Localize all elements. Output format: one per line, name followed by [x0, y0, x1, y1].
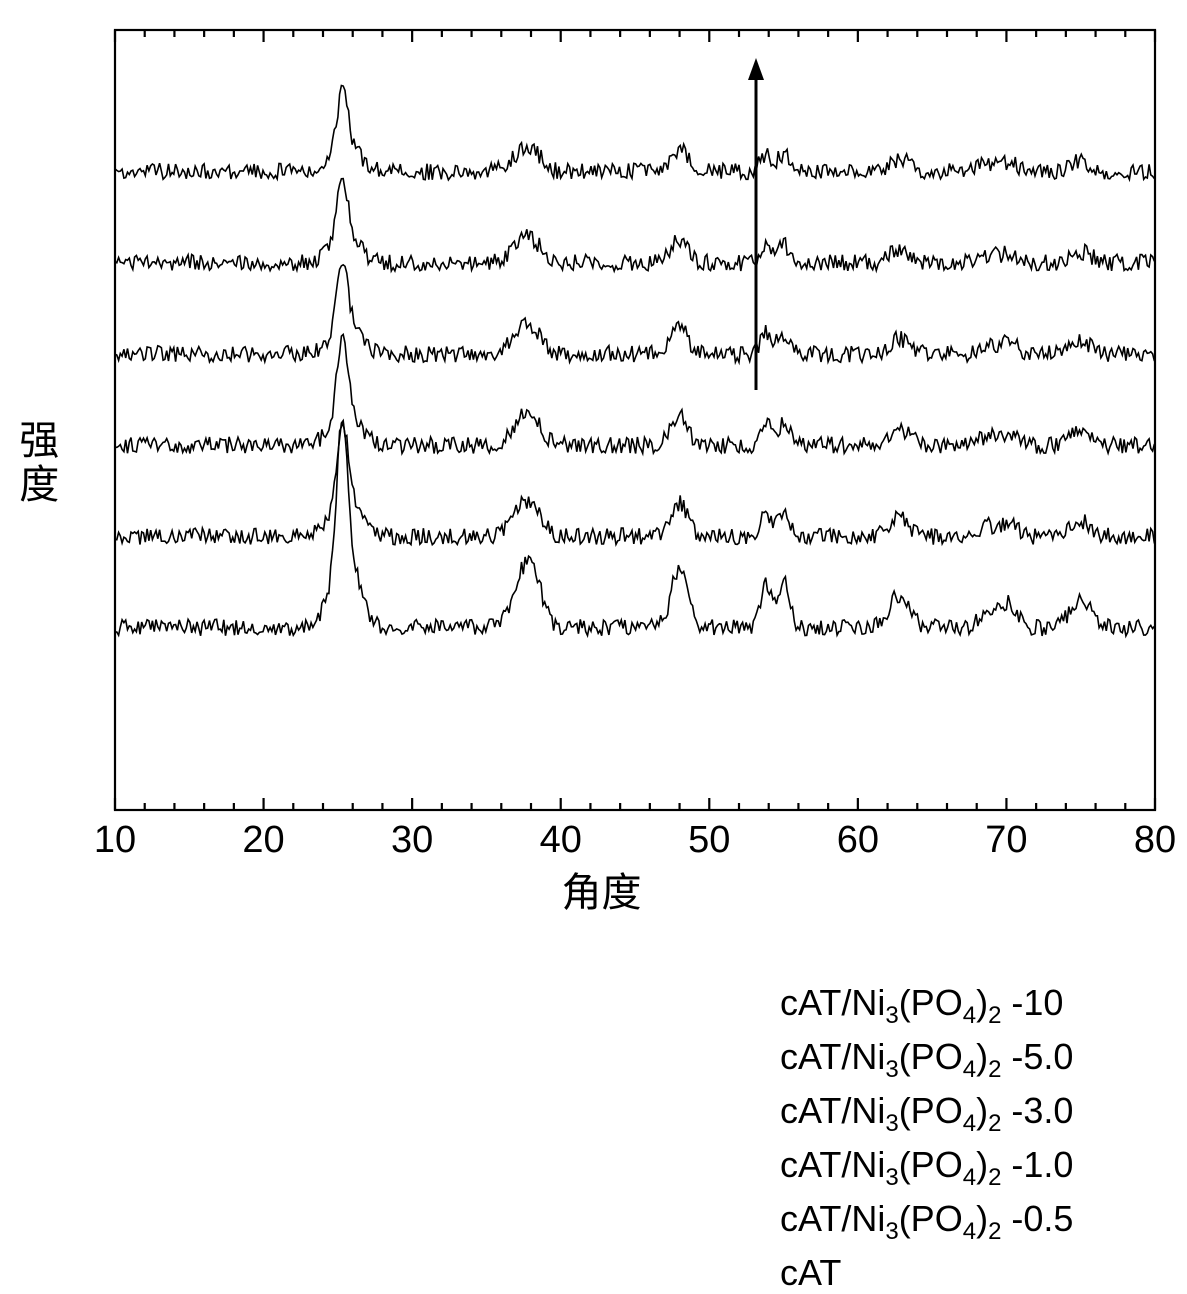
- x-tick-label: 80: [1134, 819, 1176, 861]
- x-tick-label: 60: [837, 819, 879, 861]
- legend-entry: cAT: [780, 1252, 841, 1294]
- legend-entry: cAT/Ni3(PO4)2 -10: [780, 982, 1063, 1024]
- x-tick-label: 20: [242, 819, 284, 861]
- xrd-trace: [115, 423, 1154, 636]
- legend-entry: cAT/Ni3(PO4)2 -3.0: [780, 1090, 1073, 1132]
- x-tick-label: 70: [985, 819, 1027, 861]
- legend-arrow-icon: [748, 58, 764, 80]
- xrd-trace: [115, 179, 1154, 272]
- legend-entry: cAT/Ni3(PO4)2 -0.5: [780, 1198, 1073, 1240]
- xrd-trace: [115, 86, 1154, 180]
- x-tick-label: 50: [688, 819, 730, 861]
- xrd-trace: [115, 421, 1154, 545]
- xrd-trace: [115, 265, 1154, 362]
- y-axis-label: 强度: [6, 419, 64, 507]
- x-tick-label: 10: [94, 819, 136, 861]
- legend-entry: cAT/Ni3(PO4)2 -1.0: [780, 1144, 1073, 1186]
- legend-entry: cAT/Ni3(PO4)2 -5.0: [780, 1036, 1073, 1078]
- x-tick-label: 30: [391, 819, 433, 861]
- xrd-chart: 强度 角度 1020304050607080 cAT/Ni3(PO4)2 -10…: [0, 0, 1187, 926]
- plot-svg: 10 20 30 40 50 60 70 80: [0, 0, 1187, 926]
- x-tick-label: 40: [540, 819, 582, 861]
- x-axis-label: 角度: [562, 860, 642, 918]
